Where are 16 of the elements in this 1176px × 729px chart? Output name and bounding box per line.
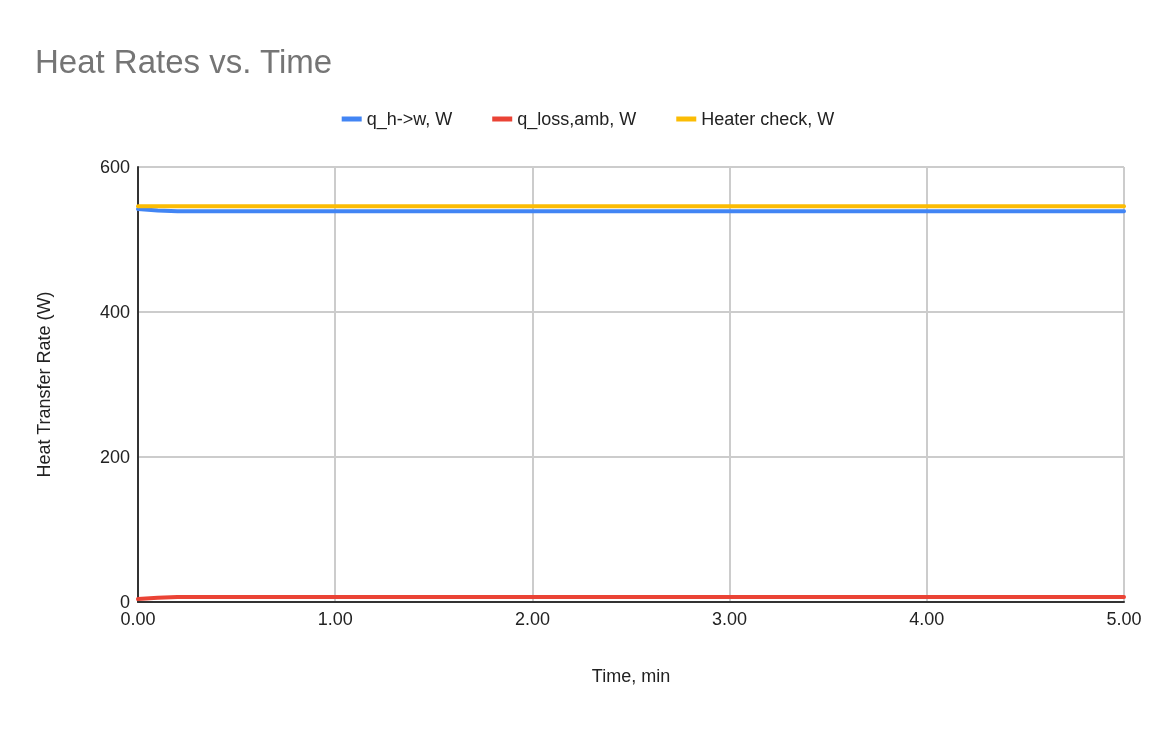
- x-tick-label: 0.00: [120, 609, 156, 629]
- x-tick-label: 5.00: [1106, 609, 1142, 629]
- x-tick-label: 1.00: [317, 609, 353, 629]
- y-tick-label: 0: [119, 592, 130, 612]
- chart-title: Heat Rates vs. Time: [35, 43, 333, 80]
- y-axis-title: Heat Transfer Rate (W): [34, 291, 54, 478]
- legend-label: q_loss,amb, W: [517, 109, 637, 130]
- legend-label: q_h->w, W: [366, 109, 453, 130]
- x-tick-label: 3.00: [712, 609, 748, 629]
- x-tick-label: 2.00: [514, 609, 550, 629]
- y-tick-label: 400: [99, 302, 130, 322]
- x-axis-title: Time, min: [591, 666, 671, 686]
- legend-label: Heater check, W: [701, 109, 835, 129]
- y-tick-label: 600: [99, 157, 130, 177]
- y-tick-label: 200: [99, 447, 130, 467]
- x-tick-label: 4.00: [909, 609, 945, 629]
